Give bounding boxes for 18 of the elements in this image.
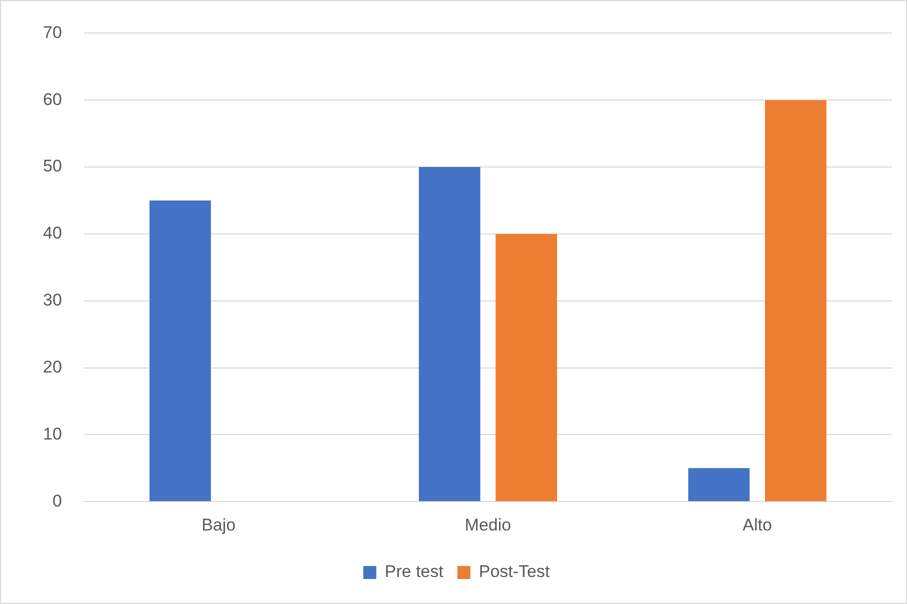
y-tick-label: 50 — [42, 156, 62, 176]
x-tick-label: Alto — [742, 515, 772, 534]
y-tick-label: 70 — [42, 22, 62, 42]
bar — [764, 100, 826, 502]
y-tick-label: 10 — [42, 424, 62, 444]
bar — [496, 234, 558, 502]
y-tick-label: 30 — [42, 290, 62, 310]
y-tick-label: 60 — [42, 90, 62, 109]
y-tick-label: 20 — [42, 357, 62, 376]
bar — [150, 200, 211, 502]
legend-label: Post-Test — [478, 562, 550, 582]
bar — [418, 167, 480, 502]
legend-label: Pre test — [384, 562, 444, 582]
y-tick-label: 0 — [52, 491, 62, 510]
y-tick-label: 40 — [42, 224, 62, 243]
x-tick-label: Medio — [464, 515, 512, 534]
x-tick-label: Bajo — [202, 515, 236, 534]
bar — [688, 468, 750, 502]
